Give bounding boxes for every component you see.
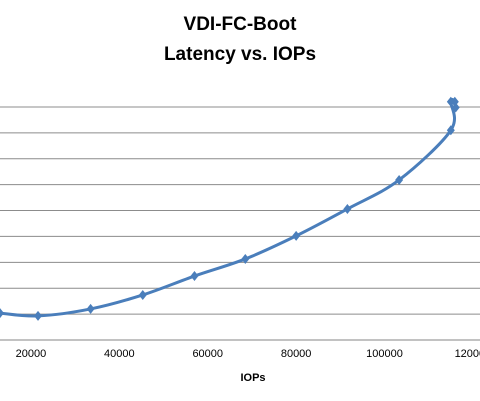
x-tick-label: 60000: [192, 348, 223, 360]
data-point: [343, 203, 352, 214]
x-axis-label: IOPs: [240, 372, 265, 384]
data-point: [395, 174, 404, 185]
x-tick-label: 120000: [455, 348, 480, 360]
x-tick-label: 20000: [16, 348, 47, 360]
data-point: [0, 308, 4, 319]
data-point: [241, 253, 250, 264]
data-point: [86, 303, 95, 314]
data-point: [446, 125, 455, 136]
chart-subtitle: Latency vs. IOPs: [164, 44, 316, 65]
series-line: [0, 97, 458, 318]
x-tick-label: 100000: [366, 348, 403, 360]
data-point: [34, 310, 43, 321]
chart-title: VDI-FC-Boot: [184, 14, 298, 35]
data-point: [190, 271, 199, 282]
x-tick-label: 40000: [104, 348, 135, 360]
x-tick-label: 80000: [281, 348, 312, 360]
data-point: [451, 102, 460, 113]
data-point: [138, 289, 147, 300]
data-point: [292, 230, 301, 241]
